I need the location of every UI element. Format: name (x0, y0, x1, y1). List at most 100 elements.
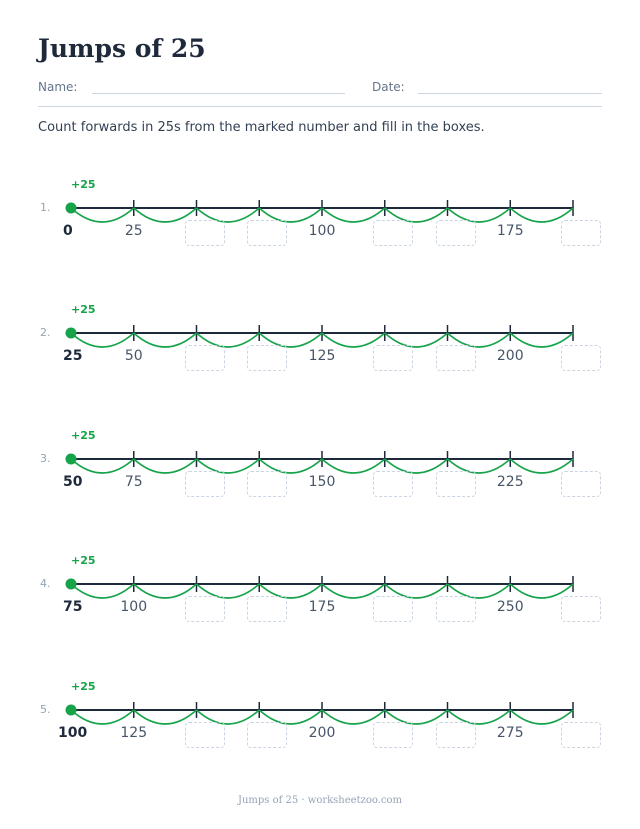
answer-box[interactable] (184, 596, 225, 622)
answer-box[interactable] (372, 722, 413, 748)
answer-box[interactable] (372, 345, 413, 371)
start-marker (65, 578, 77, 590)
jump-arc (258, 332, 323, 348)
tick-value: 275 (496, 725, 524, 741)
footer: Jumps of 25 · worksheetzoo.com (237, 795, 403, 806)
number-line (65, 702, 574, 725)
jump-arc (509, 709, 574, 725)
answer-box[interactable] (372, 220, 413, 246)
header-divider (38, 106, 602, 107)
number-line-problem: 4. +25 75 100 175 250 (0, 554, 640, 649)
start-value: 50 (63, 474, 83, 490)
answer-box[interactable] (435, 345, 476, 371)
jump-arc (195, 458, 260, 474)
answer-box[interactable] (561, 722, 601, 748)
answer-box[interactable] (435, 220, 476, 246)
jump-arc (195, 583, 260, 599)
jump-label: +25 (71, 303, 96, 316)
date-label: Date: (372, 80, 405, 94)
answer-box[interactable] (435, 596, 476, 622)
start-value: 25 (63, 348, 83, 364)
jump-label: +25 (71, 178, 96, 191)
jump-label: +25 (71, 429, 96, 442)
jump-arc (446, 709, 511, 725)
tick-value: 175 (496, 223, 524, 239)
number-line-problem: 3. +25 50 75 150 225 (0, 429, 640, 524)
answer-box[interactable] (247, 345, 288, 371)
answer-box[interactable] (561, 345, 601, 371)
answer-box[interactable] (372, 596, 413, 622)
jump-arc (70, 709, 135, 725)
answer-box[interactable] (247, 722, 288, 748)
jump-arc (195, 207, 260, 223)
answer-box[interactable] (247, 471, 288, 497)
tick-value: 125 (120, 725, 148, 741)
jump-arc (133, 709, 198, 725)
start-marker (65, 327, 77, 339)
answer-box[interactable] (561, 471, 601, 497)
name-label: Name: (38, 80, 78, 94)
number-line (65, 200, 574, 223)
number-line (65, 325, 574, 348)
problem-number: 1. (40, 201, 51, 214)
answer-box[interactable] (184, 471, 225, 497)
jump-arc (446, 458, 511, 474)
jump-arc (195, 709, 260, 725)
jump-arc (321, 332, 386, 348)
problem-number: 5. (40, 703, 51, 716)
answer-box[interactable] (435, 722, 476, 748)
tick-value: 200 (308, 725, 336, 741)
jump-arc (384, 332, 449, 348)
date-field[interactable] (418, 93, 602, 94)
answer-box[interactable] (247, 596, 288, 622)
jump-arc (195, 332, 260, 348)
problem-number: 2. (40, 326, 51, 339)
answer-box[interactable] (184, 722, 225, 748)
jump-arc (321, 207, 386, 223)
tick-value: 200 (496, 348, 524, 364)
tick-value: 100 (308, 223, 336, 239)
jump-arc (321, 709, 386, 725)
number-line (65, 576, 574, 599)
jump-arc (509, 332, 574, 348)
jump-label: +25 (71, 680, 96, 693)
tick-value: 175 (308, 599, 336, 615)
tick-value: 25 (124, 223, 143, 239)
jump-arc (70, 332, 135, 348)
start-marker (65, 453, 77, 465)
number-line-problem: 2. +25 25 50 125 200 (0, 303, 640, 398)
start-marker (65, 202, 77, 214)
tick-value: 125 (308, 348, 336, 364)
jump-arc (446, 332, 511, 348)
jump-arc (70, 583, 135, 599)
jump-arc (384, 458, 449, 474)
problem-number: 3. (40, 452, 51, 465)
answer-box[interactable] (435, 471, 476, 497)
jump-arc (133, 583, 198, 599)
tick-value: 100 (120, 599, 148, 615)
instructions: Count forwards in 25s from the marked nu… (38, 120, 485, 135)
answer-box[interactable] (184, 220, 225, 246)
start-marker (65, 704, 77, 716)
jump-arc (384, 583, 449, 599)
number-line-problem: 5. +25 100 125 200 275 (0, 680, 640, 775)
problem-number: 4. (40, 577, 51, 590)
jump-arc (133, 207, 198, 223)
answer-box[interactable] (561, 596, 601, 622)
answer-box[interactable] (184, 345, 225, 371)
jump-arc (258, 207, 323, 223)
jump-arc (509, 583, 574, 599)
jump-arc (384, 207, 449, 223)
jump-arc (446, 583, 511, 599)
answer-box[interactable] (372, 471, 413, 497)
tick-value: 50 (124, 348, 143, 364)
start-value: 0 (63, 223, 73, 239)
name-field[interactable] (92, 93, 345, 94)
jump-arc (258, 458, 323, 474)
tick-value: 75 (124, 474, 143, 490)
start-value: 75 (63, 599, 83, 615)
jump-arc (258, 583, 323, 599)
jump-arc (321, 458, 386, 474)
answer-box[interactable] (561, 220, 601, 246)
answer-box[interactable] (247, 220, 288, 246)
